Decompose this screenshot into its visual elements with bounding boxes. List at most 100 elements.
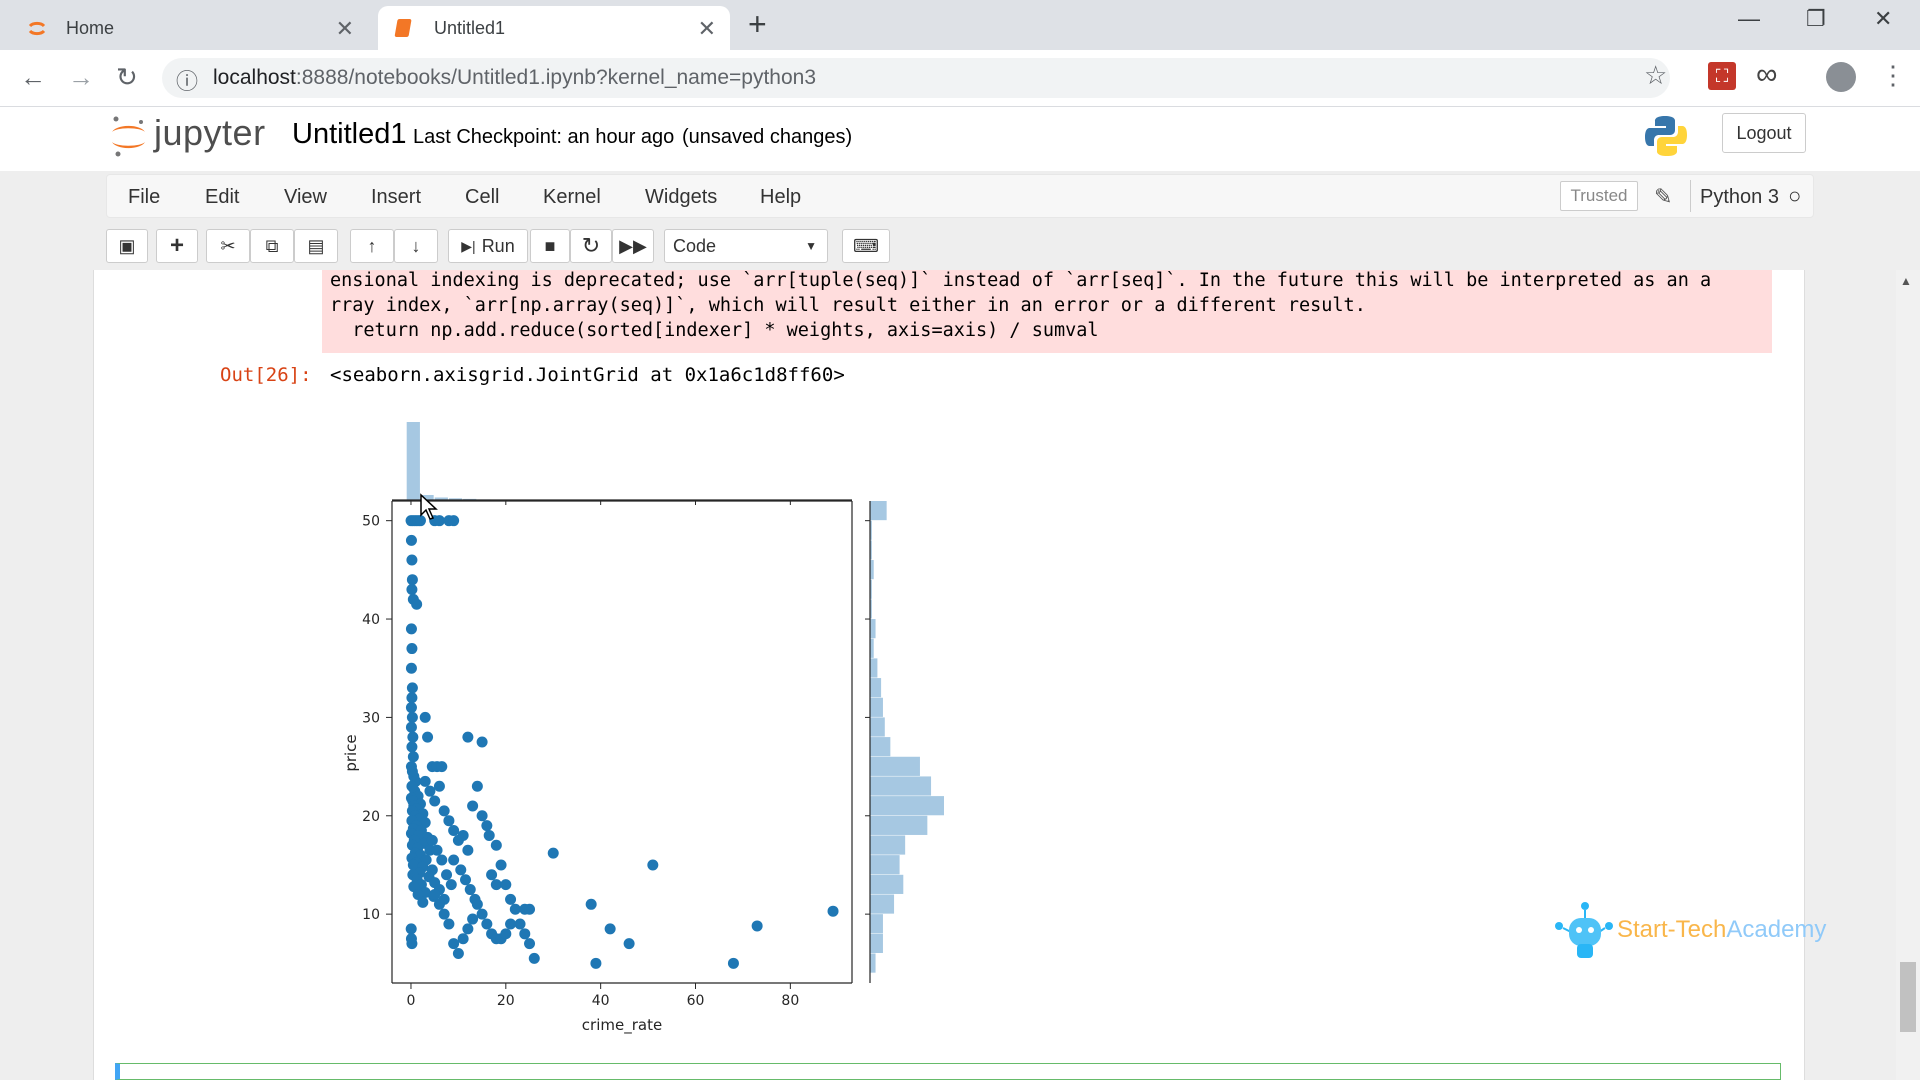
scatter-point <box>462 731 474 743</box>
command-palette-button[interactable]: ⌨ <box>842 229 890 263</box>
stderr-line-1: ensional indexing is deprecated; use `ar… <box>330 270 1712 291</box>
scatter-point <box>481 820 493 832</box>
jupyter-logo-icon[interactable] <box>108 114 148 158</box>
output-prompt: Out[26]: <box>220 364 312 386</box>
menu-cell[interactable]: Cell <box>465 186 500 208</box>
restart-button[interactable]: ↻ <box>570 229 612 263</box>
scatter-point <box>426 834 438 846</box>
scatter-point <box>436 854 448 866</box>
top-hist-bar <box>448 498 463 500</box>
browser-tab-bar <box>0 0 1920 50</box>
logout-button[interactable]: Logout <box>1722 113 1806 153</box>
joint-plot: 0 20 40 60 80 10 20 30 40 50 crime_rate price <box>342 422 944 1035</box>
scatter-point <box>433 780 445 792</box>
menu-widgets[interactable]: Widgets <box>645 186 718 208</box>
jupyter-logo-text[interactable]: jupyter <box>154 112 266 153</box>
notebook-name[interactable]: Untitled1 <box>292 118 407 150</box>
move-down-button[interactable]: ↓ <box>394 229 438 263</box>
page-scrollbar[interactable] <box>1896 270 1920 1080</box>
back-icon[interactable]: ← <box>20 62 46 92</box>
scatter-point <box>476 810 488 822</box>
tab-home[interactable]: Home ✕ <box>10 6 368 50</box>
run-button[interactable]: ▶| Run <box>448 229 528 263</box>
scrollbar-thumb[interactable] <box>1900 962 1916 1032</box>
interrupt-button[interactable]: ■ <box>530 229 570 263</box>
y-tick-label: 50 <box>362 514 380 530</box>
scroll-up-icon[interactable]: ▲ <box>1900 274 1912 288</box>
window-close-icon[interactable]: ✕ <box>1874 6 1893 31</box>
move-up-button[interactable]: ↑ <box>350 229 394 263</box>
chrome-menu-icon[interactable]: ⋮ <box>1880 60 1906 90</box>
scatter-point <box>429 888 441 900</box>
next-code-cell[interactable] <box>115 1063 1781 1080</box>
kernel-name[interactable]: Python 3 <box>1700 186 1779 208</box>
run-label: Run <box>481 235 515 256</box>
scatter-point <box>433 515 445 527</box>
pencil-icon[interactable]: ✎ <box>1654 184 1673 209</box>
scatter-point <box>519 928 531 940</box>
cell-type-select[interactable]: Code ▼ <box>664 229 828 263</box>
tab-home-close-icon[interactable]: ✕ <box>335 16 354 41</box>
tab-home-label: Home <box>66 17 115 38</box>
scatter-point <box>827 905 839 917</box>
notebook-favicon-icon <box>394 19 412 37</box>
tab-untitled1[interactable]: Untitled1 ✕ <box>378 6 730 50</box>
fast-forward-icon: ▶▶ <box>619 235 647 256</box>
right-marginal-histogram <box>870 501 944 973</box>
scatter-point <box>406 584 418 596</box>
right-hist-bar <box>870 658 878 678</box>
menu-help[interactable]: Help <box>760 186 802 208</box>
scatter-point <box>528 952 540 964</box>
url-text[interactable]: localhost:8888/notebooks/Untitled1.ipynb… <box>213 66 816 90</box>
pdf-extension-icon[interactable]: ⛶ <box>1708 62 1736 90</box>
scatter-point <box>443 815 455 827</box>
trusted-badge[interactable]: Trusted <box>1560 181 1638 211</box>
restart-run-all-button[interactable]: ▶▶ <box>612 229 654 263</box>
tab-untitled1-label: Untitled1 <box>434 17 506 38</box>
scatter-points <box>405 515 839 969</box>
menu-file[interactable]: File <box>128 186 161 208</box>
scatter-point <box>500 928 512 940</box>
menu-view[interactable]: View <box>284 186 327 208</box>
menu-edit[interactable]: Edit <box>205 186 240 208</box>
paste-button[interactable]: ▤ <box>294 229 338 263</box>
right-hist-bar <box>870 737 891 757</box>
jupyter-favicon-icon <box>28 21 46 36</box>
cut-button[interactable]: ✂ <box>206 229 250 263</box>
scatter-point <box>406 938 418 950</box>
scatter-point <box>505 893 517 905</box>
save-button[interactable]: ▣ <box>106 229 148 263</box>
copy-button[interactable]: ⧉ <box>250 229 294 263</box>
menu-insert[interactable]: Insert <box>371 186 422 208</box>
profile-avatar[interactable] <box>1826 62 1856 92</box>
scatter-point <box>445 879 457 891</box>
bookmark-star-icon[interactable]: ☆ <box>1644 60 1668 90</box>
scatter-point <box>438 908 450 920</box>
minimize-icon[interactable]: — <box>1738 6 1760 31</box>
infinity-extension-icon[interactable]: ∞ <box>1756 58 1778 91</box>
forward-icon[interactable]: → <box>68 62 94 92</box>
scatter-point <box>405 721 417 733</box>
new-tab-button[interactable]: + <box>748 6 767 42</box>
scatter-point <box>486 869 498 881</box>
scatter-point <box>462 923 474 935</box>
menu-kernel[interactable]: Kernel <box>543 186 601 208</box>
right-hist-bar <box>870 697 883 717</box>
site-info-icon[interactable]: ⓘ <box>176 69 199 94</box>
insert-cell-button[interactable]: + <box>156 229 198 263</box>
scatter-point <box>424 785 436 797</box>
scatter-point <box>407 859 419 871</box>
scatter-point <box>448 825 460 837</box>
scatter-point <box>647 859 659 871</box>
right-hist-bar <box>870 796 944 816</box>
url-path: :8888/notebooks/Untitled1.ipynb?kernel_n… <box>295 66 817 89</box>
python-logo-icon <box>1645 116 1687 156</box>
omnibox[interactable] <box>162 58 1670 98</box>
reload-icon[interactable]: ↻ <box>116 62 138 92</box>
right-hist-bar <box>870 835 906 855</box>
restore-icon[interactable]: ❐ <box>1806 6 1826 31</box>
scatter-point <box>414 515 426 527</box>
menubar <box>106 174 1814 218</box>
jupyter-header <box>0 107 1920 171</box>
tab-untitled1-close-icon[interactable]: ✕ <box>697 16 716 41</box>
